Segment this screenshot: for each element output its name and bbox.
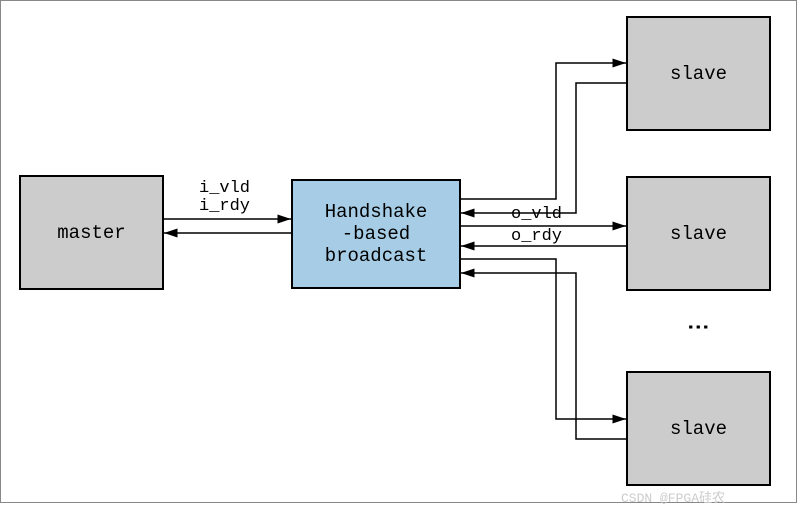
- node-master: master: [19, 175, 164, 290]
- node-slave-1: slave: [626, 16, 771, 131]
- edge-label-o-vld: o_vld: [511, 205, 562, 225]
- node-slave-3-label: slave: [670, 418, 727, 440]
- label-o-rdy: o_rdy: [511, 227, 562, 246]
- watermark: CSDN @FPGA硅农: [621, 487, 725, 506]
- node-master-label: master: [57, 222, 125, 244]
- label-i-vld: i_vld: [199, 179, 250, 198]
- node-slave-3: slave: [626, 371, 771, 486]
- node-broadcast: Handshake -based broadcast: [291, 179, 461, 289]
- diagram-canvas: master Handshake -based broadcast slave …: [0, 0, 797, 503]
- ellipsis-icon: ⋮: [693, 316, 700, 340]
- ellipsis-text: ⋮: [685, 316, 710, 340]
- label-o-vld: o_vld: [511, 205, 562, 224]
- watermark-text: CSDN @FPGA硅农: [621, 491, 725, 506]
- node-slave-1-label: slave: [670, 63, 727, 85]
- node-slave-2: slave: [626, 176, 771, 291]
- edge-label-o-rdy: o_rdy: [511, 227, 562, 247]
- node-broadcast-label: Handshake -based broadcast: [325, 201, 428, 267]
- edge-label-i-rdy: i_rdy: [199, 197, 250, 217]
- node-slave-2-label: slave: [670, 223, 727, 245]
- label-i-rdy: i_rdy: [199, 197, 250, 216]
